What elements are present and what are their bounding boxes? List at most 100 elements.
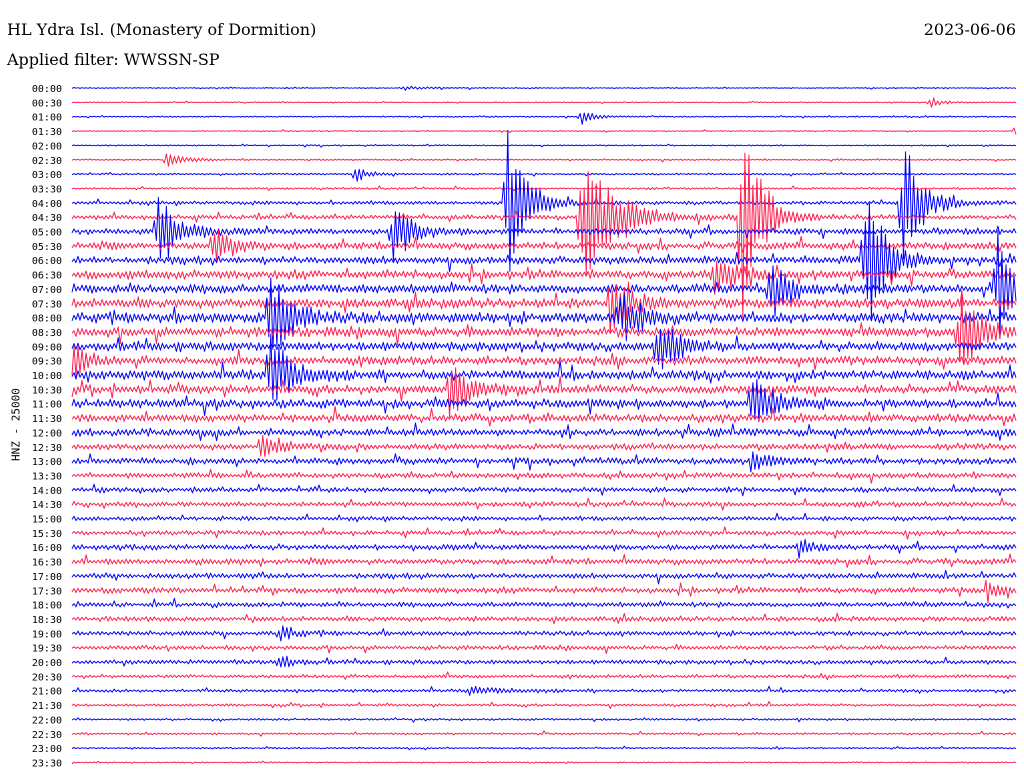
row-label: 12:30 [32,443,62,454]
row-label: 16:30 [32,558,62,569]
trace-row-0600 [71,202,1017,319]
row-label: 07:00 [32,285,62,296]
row-label: 16:00 [32,543,62,554]
row-label: 19:30 [32,644,62,655]
trace-row-0500 [71,196,1017,261]
trace-row-1630 [71,553,1017,568]
station-name: HL Ydra Isl. (Monastery of Dormition) [7,20,317,39]
traces [71,85,1017,765]
trace-row-1330 [71,468,1017,484]
row-label: 12:00 [32,428,62,439]
trace-row-2300 [71,745,1017,751]
trace-row-1930 [71,643,1017,654]
row-label: 22:30 [32,730,62,741]
row-label: 09:30 [32,357,62,368]
trace-row-0130 [71,127,1017,135]
row-label: 03:30 [32,184,62,195]
row-label: 15:00 [32,515,62,526]
row-label: 20:00 [32,658,62,669]
row-label: 05:00 [32,228,62,239]
trace-row-0030 [71,97,1017,108]
row-label: 05:30 [32,242,62,253]
trace-row-1900 [71,625,1017,642]
row-label: 13:00 [32,457,62,468]
row-label: 15:30 [32,529,62,540]
row-label: 21:00 [32,687,62,698]
trace-row-0300 [71,168,1017,182]
row-label: 03:00 [32,170,62,181]
row-label: 01:00 [32,113,62,124]
row-label: 06:00 [32,256,62,267]
trace-row-0100 [71,112,1017,125]
trace-row-0230 [71,153,1017,167]
trace-row-0700 [71,230,1017,339]
row-label: 17:00 [32,572,62,583]
trace-row-1730 [71,579,1017,604]
trace-row-1430 [71,497,1017,511]
trace-row-0930 [71,345,1017,377]
row-label: 23:00 [32,744,62,755]
row-label: 13:30 [32,471,62,482]
record-date: 2023-06-06 [923,20,1016,39]
trace-row-0430 [71,152,1017,319]
row-label: 02:00 [32,141,62,152]
trace-row-1130 [71,405,1017,427]
row-label: 21:30 [32,701,62,712]
trace-row-0330 [71,185,1017,192]
filter-label: Applied filter: WWSSN-SP [7,50,220,69]
trace-row-0200 [71,143,1017,148]
row-label: 20:30 [32,672,62,683]
trace-row-1800 [71,597,1017,609]
row-label: 18:30 [32,615,62,626]
row-label: 04:30 [32,213,62,224]
trace-row-1530 [71,526,1017,540]
trace-row-0900 [71,328,1017,370]
row-label: 08:30 [32,328,62,339]
trace-row-2100 [71,685,1017,696]
trace-row-0000 [71,85,1017,91]
trace-row-2030 [71,671,1017,681]
trace-row-2230 [71,730,1017,737]
trace-row-1830 [71,612,1017,625]
row-label: 01:30 [32,127,62,138]
row-label: 14:30 [32,500,62,511]
row-labels: 00:00 00:30 01:00 01:30 02:00 02:30 03:00 03:30… [32,84,62,769]
row-label: 06:30 [32,271,62,282]
row-label: 19:00 [32,629,62,640]
trace-row-0800 [71,277,1017,350]
trace-row-2200 [71,717,1017,723]
trace-row-1030 [71,367,1017,418]
row-label: 11:00 [32,400,62,411]
row-label: 00:30 [32,98,62,109]
row-label: 14:00 [32,486,62,497]
row-label: 10:00 [32,371,62,382]
trace-row-2330 [71,760,1017,765]
row-label: 08:00 [32,314,62,325]
trace-row-1500 [71,512,1017,523]
trace-row-0830 [71,289,1017,364]
trace-row-2000 [71,655,1017,668]
trace-row-0730 [71,281,1017,334]
row-label: 07:30 [32,299,62,310]
trace-row-0400 [71,130,1017,272]
trace-row-1300 [71,451,1017,473]
row-label: 09:00 [32,342,62,353]
row-label: 23:30 [32,758,62,769]
trace-row-1700 [71,569,1017,585]
trace-row-1400 [71,483,1017,497]
row-label: 22:00 [32,715,62,726]
trace-row-0630 [71,261,1017,295]
trace-row-2130 [71,701,1017,709]
trace-row-1230 [71,434,1017,457]
row-label: 02:30 [32,156,62,167]
row-label: 04:00 [32,199,62,210]
row-label: 00:00 [32,84,62,95]
trace-row-1200 [71,422,1017,442]
trace-row-1100 [71,378,1017,423]
trace-row-1000 [71,333,1017,401]
row-label: 10:30 [32,385,62,396]
row-label: 11:30 [32,414,62,425]
row-label: 17:30 [32,586,62,597]
trace-row-0530 [71,229,1017,262]
